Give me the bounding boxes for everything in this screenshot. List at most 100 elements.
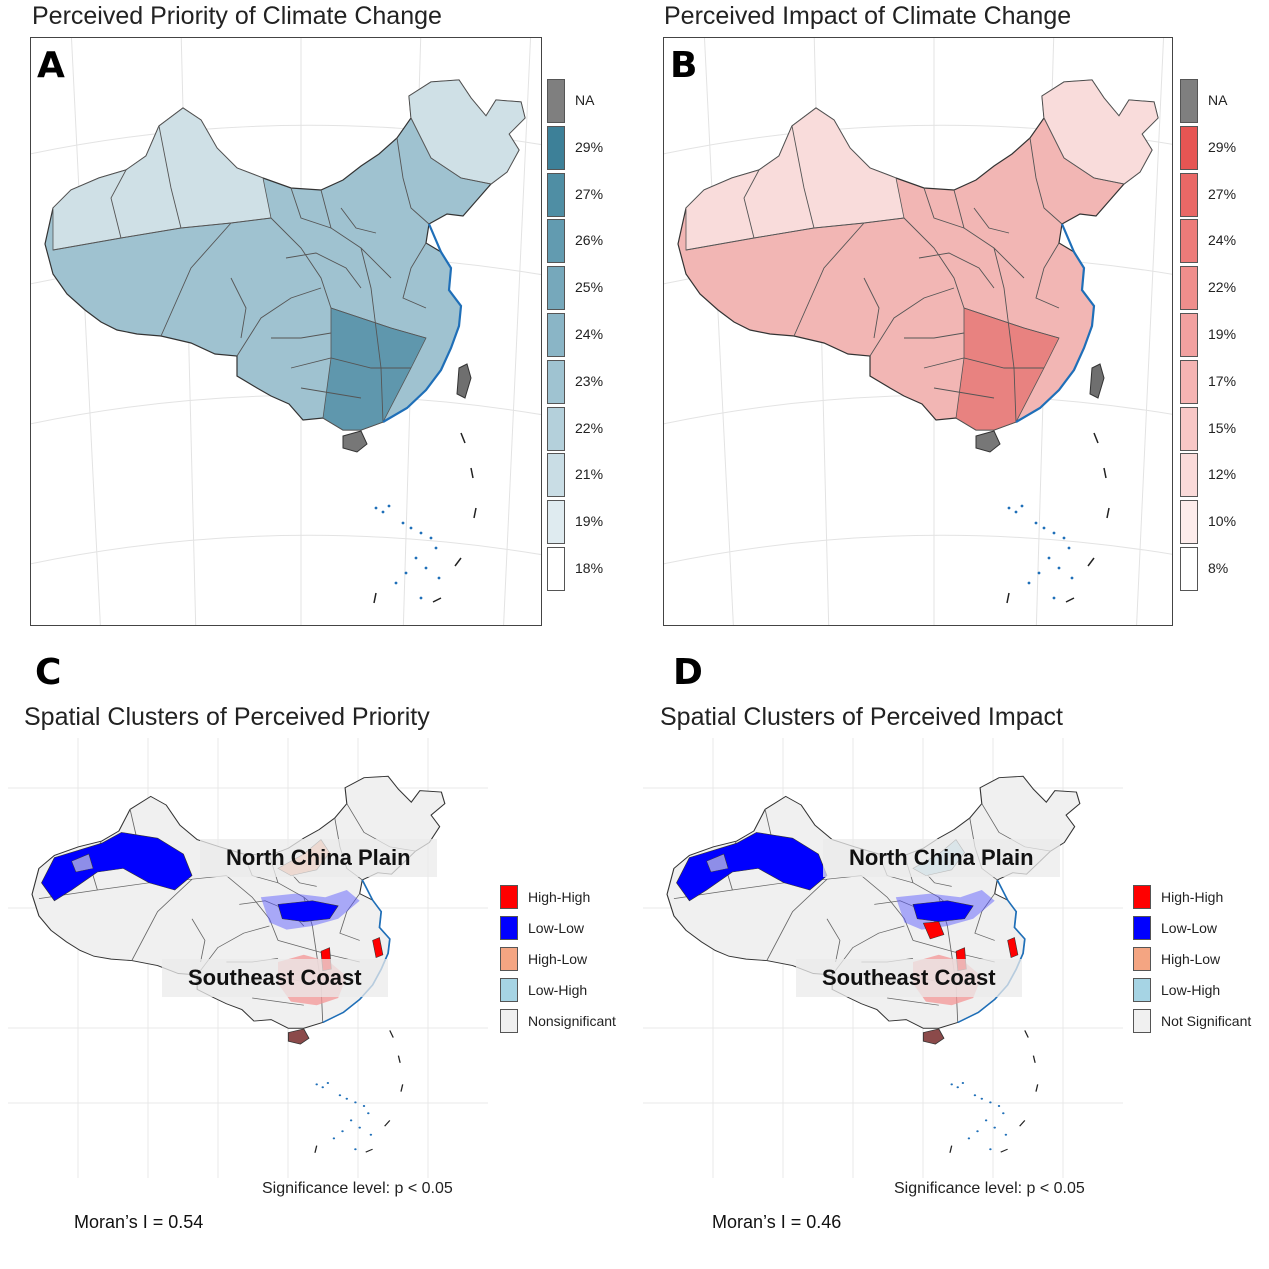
panel-b-letter: B <box>670 45 698 86</box>
island-dot <box>967 1137 971 1140</box>
legend-label: 19% <box>575 513 604 530</box>
highhigh-coast <box>372 937 384 959</box>
lowlow-detail <box>71 853 94 873</box>
island-dot <box>374 506 378 510</box>
island-dot <box>394 581 398 585</box>
island-dot <box>989 1101 992 1104</box>
island-dot <box>950 1083 953 1086</box>
taiwan-island <box>456 363 472 399</box>
hainan-island <box>342 430 368 453</box>
island-dot <box>404 571 408 575</box>
province-border <box>320 189 392 279</box>
panel-c-moran: Moran’s I = 0.54 <box>74 1212 204 1232</box>
island-dot <box>1004 1133 1008 1136</box>
graticule-line <box>664 534 1172 565</box>
island-dot <box>973 1094 977 1097</box>
panel-d-map-frame <box>643 738 1123 1178</box>
island-dot <box>381 510 385 514</box>
panel-a-letter: A <box>37 45 65 86</box>
province-border <box>131 878 193 961</box>
province-border <box>290 187 332 229</box>
legend-swatch <box>547 266 565 311</box>
boundary-dash <box>470 467 474 479</box>
panel-b-map-frame <box>663 37 1173 626</box>
province-border <box>236 287 322 357</box>
legend-swatch <box>1180 172 1198 217</box>
panel-c-map-frame <box>8 738 488 1178</box>
province-border <box>963 307 1060 339</box>
legend-swatch <box>1133 947 1151 971</box>
legend-swatch <box>500 885 518 909</box>
legend-swatch <box>1133 916 1151 940</box>
panel-c-legend: High-High Low-Low High-Low Low-High Nonsigni… <box>500 883 630 1043</box>
legend-swatch <box>1180 219 1198 264</box>
province-border <box>869 287 955 357</box>
island-dot <box>358 1126 361 1129</box>
coastline <box>382 223 463 423</box>
island-dot <box>414 556 418 560</box>
legend-swatch <box>1180 406 1198 451</box>
panel-b-title: Perceived Impact of Climate Change <box>664 2 1072 30</box>
island-dot <box>1037 571 1041 575</box>
legend-swatch <box>547 359 565 404</box>
island-dot <box>984 1119 988 1122</box>
legend-swatch <box>500 916 518 940</box>
boundary-dash <box>373 592 377 604</box>
panel-c-significance: Significance level: p < 0.05 <box>262 1180 453 1197</box>
legend-label: Low-High <box>1161 982 1221 998</box>
legend-label: 26% <box>575 232 604 249</box>
province-border <box>793 222 865 337</box>
legend-swatch <box>547 219 565 264</box>
province-border <box>887 997 939 1006</box>
legend-label: 19% <box>1208 326 1237 342</box>
province-border <box>271 332 332 339</box>
lowlow-detail <box>706 853 729 873</box>
island-dot <box>1002 1112 1005 1115</box>
province-border <box>277 940 360 963</box>
legend-label: 23% <box>575 372 604 389</box>
legend-swatch <box>1180 125 1198 170</box>
legend-swatch <box>1180 79 1198 123</box>
panel-c-map <box>8 738 488 1178</box>
island-dot <box>354 1101 357 1104</box>
legend-label: NA <box>1208 92 1228 108</box>
province-border <box>110 169 127 239</box>
legend-swatch <box>1180 547 1198 591</box>
island-dot <box>1020 504 1024 508</box>
island-dot <box>367 1112 370 1115</box>
legend-label: 10% <box>1208 513 1237 530</box>
province-border <box>904 332 965 339</box>
province-border <box>270 217 332 309</box>
island-dot <box>1014 510 1018 514</box>
boundary-dash <box>389 1030 394 1038</box>
highhigh-coast <box>1007 937 1019 959</box>
province-border <box>290 357 411 369</box>
province-border <box>918 252 995 289</box>
legend-label: 8% <box>1208 560 1229 576</box>
island-dot <box>429 536 433 540</box>
island-dot <box>993 1126 996 1129</box>
panel-d-legend: High-High Low-Low High-Low Low-High Not Sign… <box>1133 883 1263 1043</box>
island-dot <box>338 1094 342 1097</box>
province-border <box>973 207 1010 234</box>
province-border <box>923 187 965 229</box>
panel-d-significance: Significance level: p < 0.05 <box>894 1180 1085 1197</box>
province-border <box>410 117 492 185</box>
province-border <box>252 997 304 1006</box>
boundary-dash <box>1000 1148 1008 1153</box>
graticule-line <box>1136 38 1165 625</box>
panel-d-letter: D <box>673 652 703 693</box>
boundary-dash <box>400 1084 404 1092</box>
legend-label: 22% <box>575 419 604 436</box>
legend-label: 17% <box>1208 372 1237 389</box>
hainan-island <box>975 430 1001 453</box>
island-dot <box>1007 506 1011 510</box>
coastline <box>957 879 1026 1024</box>
panel-a-legend: NA 29% 27% 26% 25% 24% 23% 22% 21% 19% 18% <box>547 79 627 594</box>
island-dot <box>387 504 391 508</box>
legend-label: 27% <box>575 185 604 202</box>
island-dot <box>961 1081 965 1084</box>
island-dot <box>409 526 413 530</box>
legend-swatch <box>1180 453 1198 498</box>
graticule-line <box>31 534 541 565</box>
